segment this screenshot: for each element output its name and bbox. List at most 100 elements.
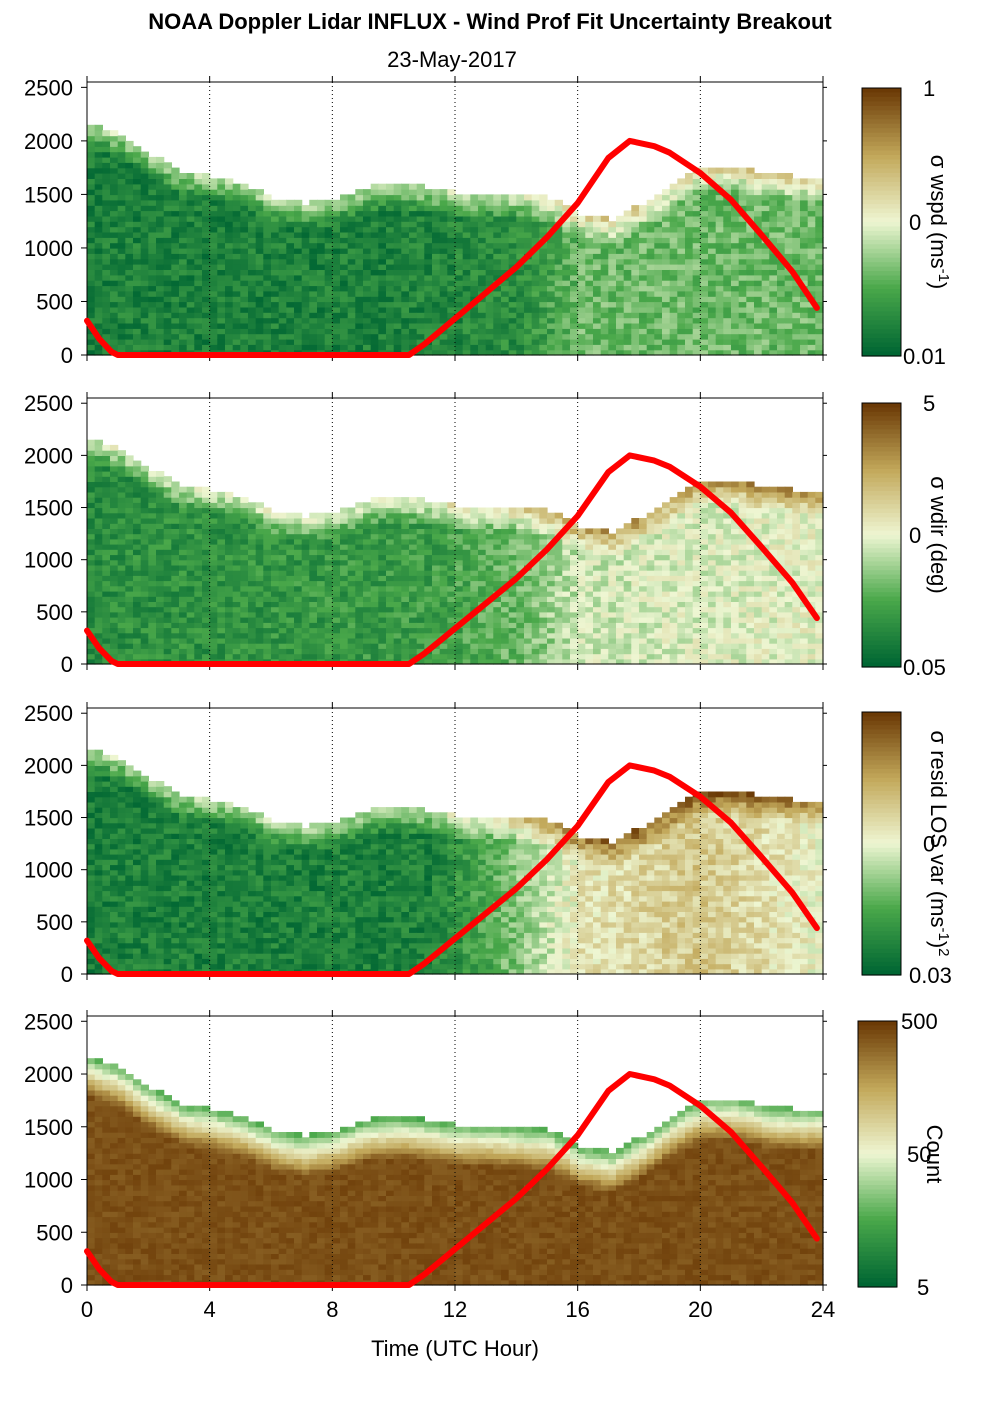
heatmap-cell	[140, 585, 149, 592]
heatmap-cell	[608, 285, 617, 292]
heatmap-cell	[94, 140, 103, 147]
heatmap-cell	[708, 210, 717, 217]
heatmap-cell	[777, 280, 786, 287]
heatmap-cell	[792, 349, 801, 356]
heatmap-cell	[370, 643, 379, 649]
heatmap-cell	[455, 231, 464, 238]
heatmap-cell	[654, 264, 663, 270]
heatmap-cell	[370, 575, 379, 582]
heatmap-cell	[102, 570, 111, 576]
heatmap-cell	[232, 296, 241, 303]
heatmap-cell	[562, 322, 571, 329]
heatmap-cell	[271, 274, 280, 281]
heatmap-cell	[332, 269, 341, 276]
heatmap-cell	[232, 290, 241, 297]
heatmap-cell	[432, 226, 441, 233]
heatmap-cell	[156, 183, 165, 190]
heatmap-cell	[248, 215, 257, 222]
heatmap-cell	[202, 317, 211, 324]
heatmap-cell	[746, 178, 755, 185]
heatmap-cell	[317, 544, 326, 550]
heatmap-cell	[462, 627, 471, 634]
heatmap-cell	[378, 258, 387, 265]
heatmap-cell	[110, 606, 119, 613]
heatmap-cell	[685, 328, 694, 335]
heatmap-cell	[723, 253, 732, 260]
heatmap-cell	[769, 215, 778, 222]
colorbar-swatch	[862, 105, 901, 111]
heatmap-cell	[94, 317, 103, 324]
heatmap-cell	[148, 173, 157, 179]
heatmap-cell	[501, 194, 510, 201]
heatmap-cell	[777, 312, 786, 319]
heatmap-cell	[784, 296, 793, 303]
heatmap-cell	[807, 178, 816, 185]
heatmap-cell	[363, 512, 372, 519]
heatmap-cell	[133, 643, 142, 649]
heatmap-cell	[424, 317, 433, 324]
heatmap-cell	[577, 338, 586, 345]
heatmap-cell	[386, 215, 395, 222]
heatmap-cell	[800, 178, 809, 185]
heatmap-cell	[677, 312, 686, 319]
heatmap-cell	[232, 512, 241, 519]
heatmap-cell	[102, 471, 111, 477]
heatmap-cell	[94, 465, 103, 472]
heatmap-cell	[163, 242, 172, 249]
heatmap-cell	[754, 306, 763, 313]
heatmap-cell	[800, 322, 809, 329]
heatmap-cell	[294, 533, 303, 540]
heatmap-cell	[662, 296, 671, 303]
heatmap-cell	[493, 306, 502, 313]
heatmap-cell	[87, 523, 96, 529]
heatmap-cell	[286, 264, 295, 270]
heatmap-cell	[432, 507, 441, 514]
heatmap-cell	[608, 247, 617, 254]
heatmap-cell	[769, 173, 778, 179]
heatmap-cell	[439, 274, 448, 281]
heatmap-cell	[340, 199, 349, 206]
heatmap-cell	[386, 518, 395, 524]
heatmap-cell	[125, 580, 134, 587]
heatmap-cell	[340, 306, 349, 313]
heatmap-cell	[746, 301, 755, 308]
heatmap-cell	[324, 322, 333, 329]
heatmap-cell	[294, 544, 303, 550]
heatmap-cell	[347, 570, 356, 576]
heatmap-cell	[623, 247, 632, 254]
heatmap-cell	[317, 533, 326, 540]
heatmap-cell	[271, 528, 280, 535]
heatmap-cell	[301, 627, 310, 634]
heatmap-cell	[240, 601, 249, 608]
heatmap-cell	[186, 317, 195, 324]
heatmap-cell	[179, 322, 188, 329]
heatmap-cell	[784, 338, 793, 345]
heatmap-cell	[777, 237, 786, 244]
heatmap-cell	[133, 549, 142, 556]
heatmap-cell	[731, 253, 740, 260]
heatmap-cell	[179, 643, 188, 649]
heatmap-cell	[378, 653, 387, 660]
heatmap-cell	[125, 210, 134, 217]
heatmap-cell	[600, 296, 609, 303]
heatmap-cell	[355, 328, 364, 335]
heatmap-cell	[133, 280, 142, 287]
heatmap-cell	[248, 570, 257, 576]
heatmap-cell	[255, 280, 264, 287]
heatmap-cell	[186, 611, 195, 618]
heatmap-cell	[133, 648, 142, 655]
heatmap-cell	[294, 285, 303, 292]
heatmap-cell	[102, 606, 111, 613]
heatmap-cell	[263, 575, 272, 582]
heatmap-cell	[363, 554, 372, 561]
heatmap-cell	[424, 570, 433, 576]
heatmap-cell	[186, 544, 195, 550]
heatmap-cell	[278, 518, 287, 524]
heatmap-cell	[493, 344, 502, 351]
heatmap-cell	[784, 301, 793, 308]
heatmap-cell	[225, 622, 234, 629]
heatmap-cell	[539, 258, 548, 265]
heatmap-cell	[723, 301, 732, 308]
heatmap-cell	[432, 247, 441, 254]
heatmap-cell	[87, 285, 96, 292]
